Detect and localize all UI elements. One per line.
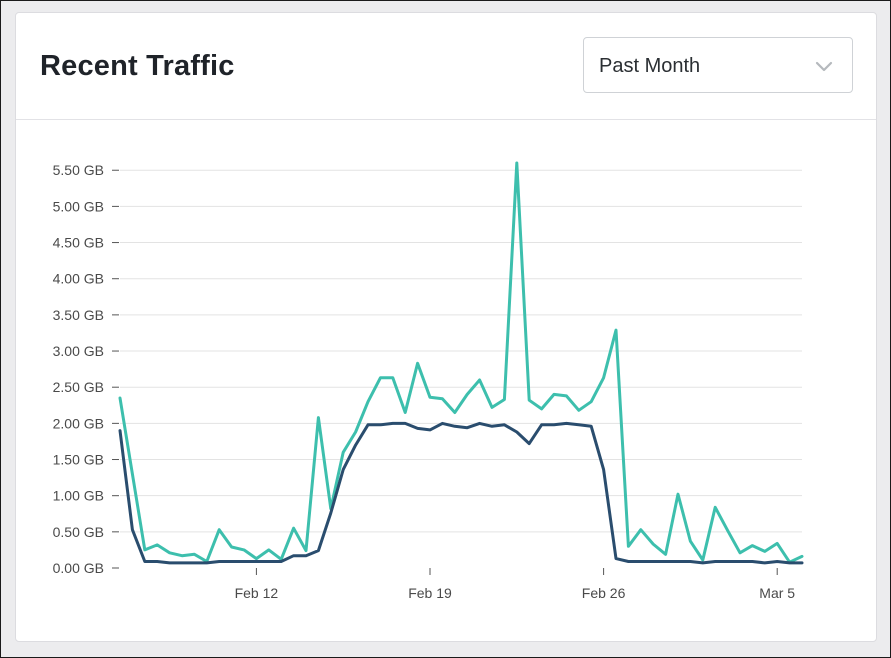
y-tick-label: 3.00 GB (53, 343, 104, 359)
period-select[interactable]: Past Month (583, 37, 853, 93)
x-tick-label: Feb 26 (582, 585, 626, 601)
y-tick-label: 5.00 GB (53, 198, 104, 214)
y-tick-label: 1.00 GB (53, 488, 104, 504)
y-axis: 0.00 GB 0.50 GB 1.00 GB 1.50 GB 2.00 GB 2.50 … (53, 162, 119, 576)
x-tick-label: Feb 19 (408, 585, 452, 601)
chart-series (118, 161, 804, 565)
card-title: Recent Traffic (40, 50, 235, 82)
chevron-down-icon (815, 61, 833, 72)
series-line-2 (118, 421, 804, 565)
y-tick-label: 1.50 GB (53, 452, 104, 468)
y-tick-label: 2.50 GB (53, 379, 104, 395)
y-tick-label: 4.50 GB (53, 235, 104, 251)
y-tick-label: 0.00 GB (53, 560, 104, 576)
period-select-value: Past Month (599, 55, 701, 77)
y-tick-label: 0.50 GB (53, 524, 104, 540)
y-tick-label: 5.50 GB (53, 162, 104, 178)
card-header: Recent Traffic Past Month (16, 13, 876, 120)
chart-grid (120, 169, 802, 533)
y-tick-label: 2.00 GB (53, 415, 104, 431)
x-axis: Feb 12 Feb 19 Feb 26 Mar 5 (235, 568, 795, 601)
y-tick-label: 4.00 GB (53, 271, 104, 287)
series-line-1 (118, 161, 804, 564)
y-tick-label: 3.50 GB (53, 307, 104, 323)
x-tick-label: Feb 12 (235, 585, 279, 601)
x-tick-label: Mar 5 (759, 585, 795, 601)
traffic-card: Recent Traffic Past Month (15, 12, 877, 642)
